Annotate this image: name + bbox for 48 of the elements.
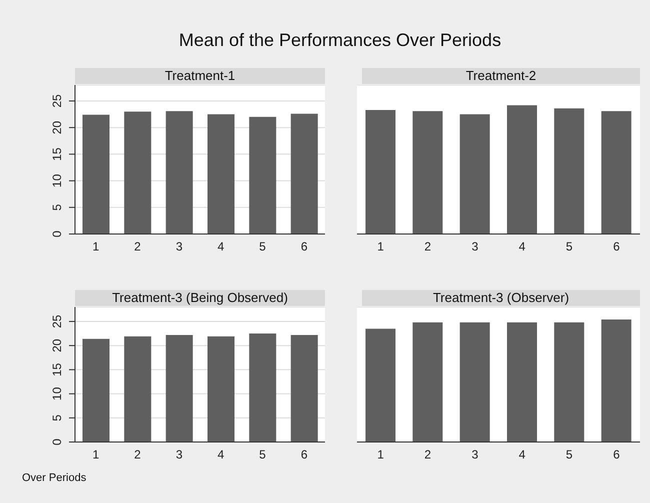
x-tick-label: 4 — [217, 240, 224, 254]
x-tick-label: 3 — [176, 448, 183, 462]
bar — [506, 105, 537, 234]
x-tick-label: 4 — [518, 240, 526, 254]
chart-title: Treatment-3 (Observer) — [362, 290, 640, 306]
y-tick-label: 0 — [50, 438, 64, 446]
x-tick-label: 6 — [613, 448, 620, 462]
x-tick-label: 1 — [377, 448, 384, 462]
y-tick-label: 20 — [50, 120, 64, 134]
text: Mean of the Performances Over Periods — [178, 30, 502, 51]
x-tick-label: 1 — [377, 240, 384, 254]
x-tick-label: 1 — [92, 448, 100, 462]
x-tick-label: 5 — [566, 240, 573, 254]
y-tick-label: 20 — [50, 338, 64, 352]
x-tick-label: 5 — [566, 448, 573, 462]
y-tick-label: 25 — [50, 314, 64, 328]
y-tick-label: 5 — [50, 204, 64, 211]
y-tick-label: 15 — [50, 147, 64, 161]
x-tick-label: 3 — [176, 240, 183, 254]
x-tick-label: 3 — [472, 240, 479, 254]
y-tick-label: 5 — [50, 414, 64, 422]
y-tick-label: 15 — [50, 362, 64, 376]
x-tick-label: 5 — [259, 448, 266, 462]
chart-title: Treatment-3 (Being Observed) — [75, 290, 325, 306]
chart-title: Treatment-2 — [362, 68, 640, 84]
x-tick-label: 2 — [134, 240, 142, 254]
x-tick-label: 4 — [217, 448, 224, 462]
x-tick-label: 2 — [424, 448, 432, 462]
x-tick-label: 5 — [259, 240, 266, 254]
x-tick-label: 6 — [300, 240, 308, 254]
x-tick-label: 2 — [424, 240, 432, 254]
x-axis-title: Over Periods — [22, 472, 86, 484]
bar — [365, 110, 396, 234]
bar — [601, 111, 632, 234]
x-tick-label: 1 — [92, 240, 100, 254]
y-tick-label: 10 — [50, 386, 64, 400]
y-tick-label: 25 — [50, 94, 64, 108]
chart-title: Treatment-1 — [75, 68, 325, 84]
x-tick-label: 6 — [613, 240, 620, 254]
bar — [460, 114, 490, 234]
bar — [412, 111, 443, 234]
x-tick-label: 2 — [134, 448, 142, 462]
y-tick-label: 0 — [50, 230, 64, 238]
x-tick-label: 3 — [472, 448, 479, 462]
y-tick-label: 10 — [50, 174, 64, 188]
x-tick-label: 6 — [300, 448, 308, 462]
x-tick-label: 4 — [518, 448, 526, 462]
bar — [554, 108, 584, 234]
